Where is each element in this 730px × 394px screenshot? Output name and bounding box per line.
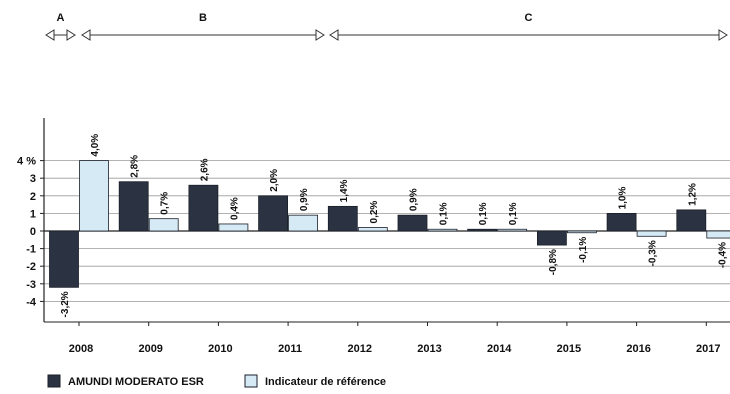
bar-benchmark	[218, 223, 249, 232]
data-label-fund: 1,4%	[339, 179, 350, 202]
data-labels: -3,2% 2,8% 2,6% 2,0% 1,4% 0,9% 0,1% -0,8% 1,0% 1,…	[60, 134, 728, 318]
data-label-fund: 2,6%	[199, 158, 210, 181]
x-tick-label: 2015	[557, 343, 581, 355]
legend: AMUNDI MODERATO ESR Indicateur de référen…	[47, 374, 386, 388]
bar-fund	[258, 195, 289, 232]
bar-benchmark	[427, 228, 458, 232]
x-tick-label: 2014	[487, 343, 512, 355]
data-label-benchmark: -0,4%	[717, 242, 728, 268]
data-label-benchmark: 0,1%	[439, 202, 450, 225]
period-arrow-right	[718, 29, 728, 41]
bar-fund	[467, 228, 498, 232]
data-label-fund: 2,0%	[269, 169, 280, 192]
bar-fund	[188, 184, 219, 232]
period-arrow-right	[315, 29, 325, 41]
bar-fund	[49, 230, 79, 288]
y-tick-label: 2	[30, 191, 36, 203]
legend-label-benchmark: Indicateur de référence	[265, 376, 386, 388]
period-label: A	[57, 12, 65, 24]
x-tick-label: 2011	[278, 343, 302, 355]
period-arrow-left	[45, 29, 55, 41]
x-tick-label: 2013	[417, 343, 441, 355]
data-label-benchmark: -0,3%	[648, 240, 659, 266]
bar-fund	[397, 214, 428, 232]
bar-fund	[676, 209, 707, 232]
y-tick-label: 3	[30, 173, 36, 185]
bar-benchmark	[567, 230, 597, 234]
data-label-benchmark: 4,0%	[90, 134, 101, 157]
data-label-benchmark: 0,9%	[299, 188, 310, 211]
period-arrow-right	[66, 29, 76, 41]
gridlines	[44, 160, 730, 302]
data-label-fund: 0,1%	[478, 202, 489, 225]
x-tick-label: 2008	[69, 343, 93, 355]
x-tick-label: 2016	[626, 343, 650, 355]
bar-fund	[327, 205, 358, 232]
legend-swatch-benchmark	[244, 374, 258, 388]
bar-benchmark	[288, 214, 319, 232]
x-tick-label: 2012	[348, 343, 372, 355]
period-label: B	[199, 12, 207, 24]
bars	[49, 160, 730, 288]
y-tick-label: -3	[26, 279, 36, 291]
y-tick-label: -4	[26, 296, 37, 308]
period-arrow-left	[81, 29, 91, 41]
bar-benchmark	[148, 218, 179, 232]
bar-fund	[118, 181, 149, 232]
bar-benchmark	[706, 230, 730, 239]
bar-benchmark	[357, 227, 388, 232]
legend-swatch-fund	[47, 374, 61, 388]
y-tick-label: 1	[30, 208, 36, 220]
data-label-fund: 0,9%	[409, 188, 420, 211]
bar-fund	[537, 230, 567, 246]
data-label-fund: -3,2%	[60, 291, 71, 317]
bar-benchmark	[497, 228, 528, 232]
data-label-benchmark: 0,2%	[369, 201, 380, 224]
bar-benchmark	[79, 160, 109, 232]
y-tick-label: -1	[26, 244, 36, 256]
data-label-fund: 1,0%	[618, 186, 629, 209]
data-label-benchmark: 0,1%	[508, 202, 519, 225]
y-tick-label: 0	[30, 226, 36, 238]
bar-benchmark	[636, 230, 667, 237]
period-label: C	[525, 12, 533, 24]
data-label-benchmark: 0,7%	[160, 192, 171, 215]
x-tick-label: 2010	[208, 343, 232, 355]
y-tick-label: 4 %	[17, 156, 36, 168]
axes: 4 % 3 2 1 0 -1 -2 -3 -4 2008 2009 2010 2011 2012 2013 2…	[17, 118, 730, 355]
data-label-fund: 1,2%	[687, 183, 698, 206]
x-tick-label: 2017	[696, 343, 720, 355]
x-tick-label: 2009	[138, 343, 162, 355]
y-tick-label: -2	[26, 261, 36, 273]
period-arrow-left	[329, 29, 339, 41]
legend-label-fund: AMUNDI MODERATO ESR	[68, 376, 204, 388]
data-label-benchmark: -0,1%	[578, 237, 589, 263]
bar-fund	[606, 212, 637, 232]
data-label-fund: -0,8%	[548, 249, 559, 275]
data-label-benchmark: 0,4%	[229, 197, 240, 220]
period-markers: A B C	[45, 12, 728, 41]
data-label-fund: 2,8%	[130, 155, 141, 178]
